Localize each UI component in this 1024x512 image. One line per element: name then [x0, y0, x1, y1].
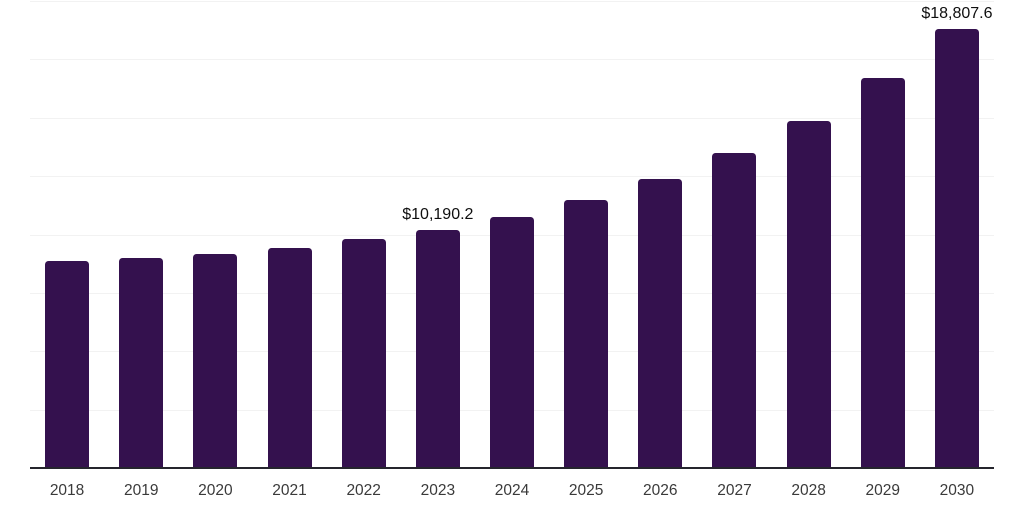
plot-area: $10,190.2 $18,807.6 — [30, 0, 994, 469]
x-tick-label-2022: 2022 — [346, 482, 381, 499]
gridline — [30, 1, 994, 2]
bar-2027 — [712, 153, 757, 468]
gridline — [30, 59, 994, 61]
gridline — [30, 117, 994, 119]
bar-2028 — [786, 120, 831, 468]
bar-2021 — [267, 248, 312, 468]
x-tick-label-2029: 2029 — [865, 482, 900, 499]
x-tick-label-2019: 2019 — [123, 482, 159, 499]
bar-2019 — [119, 257, 164, 468]
x-tick-label-2021: 2021 — [272, 482, 307, 499]
bar-2023 — [415, 230, 460, 468]
gridline — [30, 176, 994, 178]
bar-2018 — [45, 260, 90, 468]
x-tick-label-2025: 2025 — [568, 482, 604, 499]
x-axis-line — [30, 467, 994, 469]
bar-value-label-2023: $10,190.2 — [402, 206, 474, 224]
bar-2026 — [638, 179, 683, 468]
x-axis-tick-labels: 2018 2019 2020 2021 2022 2023 2024 2025 2026 2027… — [30, 481, 994, 505]
bar-2030 — [934, 28, 979, 468]
x-tick-label-2030: 2030 — [939, 482, 975, 499]
x-tick-label-2026: 2026 — [643, 482, 678, 499]
bar-2029 — [860, 77, 905, 468]
x-tick-label-2027: 2027 — [717, 482, 752, 499]
x-tick-label-2020: 2020 — [198, 482, 233, 499]
bar-2025 — [564, 200, 609, 468]
bar-2020 — [193, 254, 238, 468]
x-tick-label-2018: 2018 — [49, 482, 85, 499]
x-tick-label-2028: 2028 — [791, 482, 826, 499]
bar-value-label-2030: $18,807.6 — [921, 4, 993, 22]
x-tick-label-2023: 2023 — [420, 482, 456, 499]
x-tick-label-2024: 2024 — [494, 482, 530, 499]
bar-2022 — [341, 238, 386, 468]
bar-2024 — [490, 216, 534, 468]
